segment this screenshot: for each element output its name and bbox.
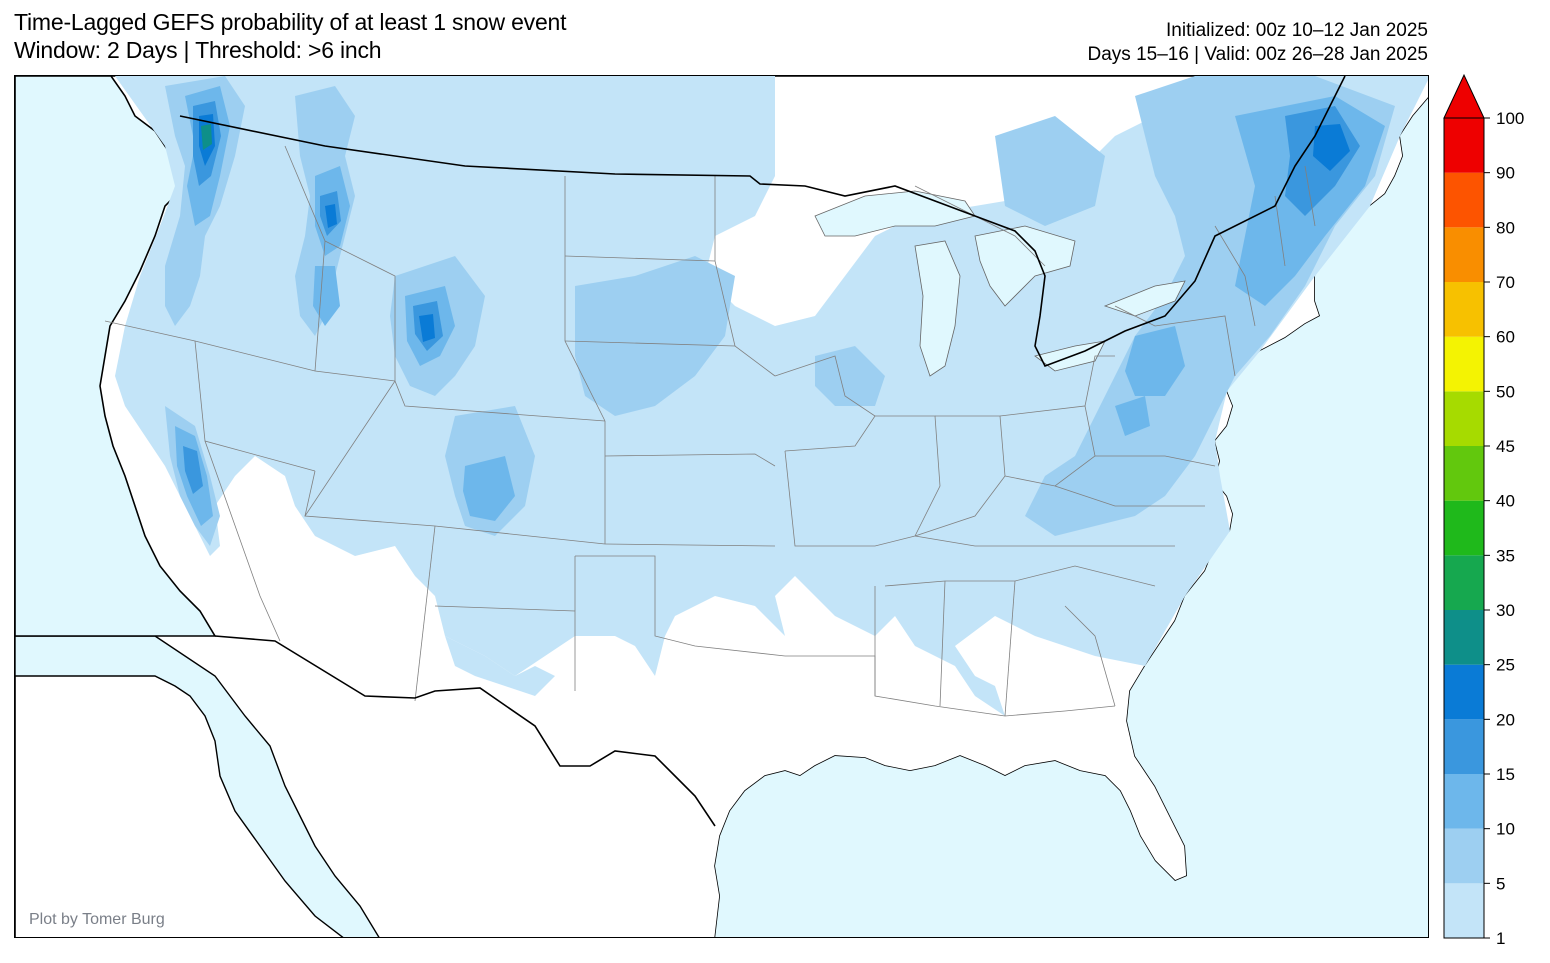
colorbar-segment <box>1444 719 1484 774</box>
colorbar-segment <box>1444 336 1484 392</box>
colorbar-segment <box>1444 828 1484 884</box>
colorbar-tick-label: 50 <box>1496 382 1515 401</box>
colorbar-tick-label: 5 <box>1496 874 1505 893</box>
prob-25-30 <box>201 124 212 150</box>
gulf-of-california <box>15 635 380 937</box>
colorbar-segment <box>1444 500 1484 556</box>
valid-text: Days 15–16 | Valid: 00z 26–28 Jan 2025 <box>1087 44 1429 65</box>
atlantic-ocean <box>715 98 1428 937</box>
colorbar-tick-label: 10 <box>1496 820 1515 839</box>
colorbar-segment <box>1444 118 1484 173</box>
map-svg: Plot by Tomer Burg <box>15 76 1428 937</box>
colorbar-tick-label: 40 <box>1496 492 1515 511</box>
colorbar-tick-label: 70 <box>1496 273 1515 292</box>
map-subtitle: Window: 2 Days | Threshold: >6 inch <box>14 37 382 63</box>
colorbar-tick-label: 1 <box>1496 929 1505 948</box>
colorbar-tick-label: 60 <box>1496 328 1515 347</box>
colorbar-segment <box>1444 774 1484 829</box>
colorbar-tick-label: 100 <box>1496 109 1524 128</box>
colorbar-tick-label: 35 <box>1496 546 1515 565</box>
colorbar-segment <box>1444 610 1484 665</box>
colorbar-segment <box>1444 446 1484 501</box>
info-block: Initialized: 00z 10–12 Jan 2025 Days 15–… <box>1088 19 1429 67</box>
map-panel: Plot by Tomer Burg <box>14 75 1429 938</box>
colorbar-segment <box>1444 664 1484 720</box>
state-borders <box>104 145 1316 717</box>
map-title: Time-Lagged GEFS probability of at least… <box>14 9 567 35</box>
great-lakes <box>814 190 1186 377</box>
credit-text: Plot by Tomer Burg <box>29 911 165 928</box>
prob-1-5 <box>115 76 1428 716</box>
colorbar-tick-label: 15 <box>1496 765 1515 784</box>
colorbar-extend-arrow <box>1443 73 1485 119</box>
colorbar: 1 5 10 15 20 25 30 35 40 45 50 60 70 80 90 100 <box>1442 70 1550 950</box>
colorbar-tick-label: 45 <box>1496 437 1515 456</box>
colorbar-tick-label: 90 <box>1496 164 1515 183</box>
colorbar-tick-label: 25 <box>1496 656 1515 675</box>
title-block: Time-Lagged GEFS probability of at least… <box>14 8 567 64</box>
national-borders <box>179 76 1346 827</box>
colorbar-tick-label: 80 <box>1496 218 1515 237</box>
colorbar-segment <box>1444 555 1484 610</box>
initialized-text: Initialized: 00z 10–12 Jan 2025 <box>1166 20 1428 41</box>
colorbar-frame <box>1443 117 1485 939</box>
colorbar-tick-label: 30 <box>1496 601 1515 620</box>
colorbar-segment <box>1444 391 1484 446</box>
colorbar-tick-label: 20 <box>1496 710 1515 729</box>
colorbar-segment <box>1444 227 1484 282</box>
colorbar-segment <box>1444 883 1484 938</box>
colorbar-segment <box>1444 172 1484 228</box>
colorbar-segment <box>1444 282 1484 337</box>
